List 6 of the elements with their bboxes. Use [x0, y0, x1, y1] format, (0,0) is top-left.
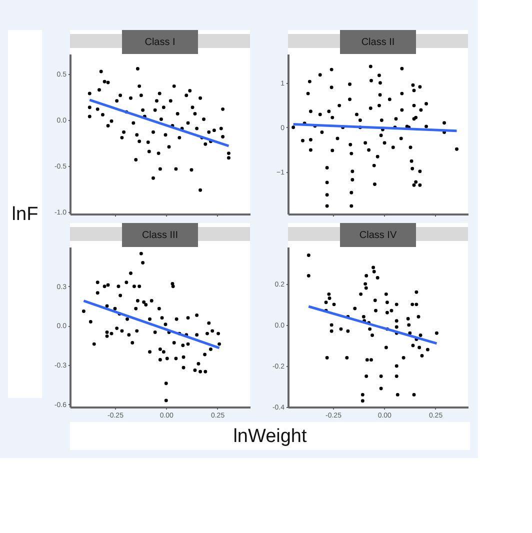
y-axis-title: lnF	[12, 204, 38, 225]
chart-title: Class I	[144, 37, 176, 48]
chart-title: Class II	[361, 37, 395, 48]
chart-title: Class III	[142, 230, 178, 241]
chart-title: Class IV	[359, 230, 397, 241]
x-axis-title: lnWeight	[233, 426, 308, 447]
